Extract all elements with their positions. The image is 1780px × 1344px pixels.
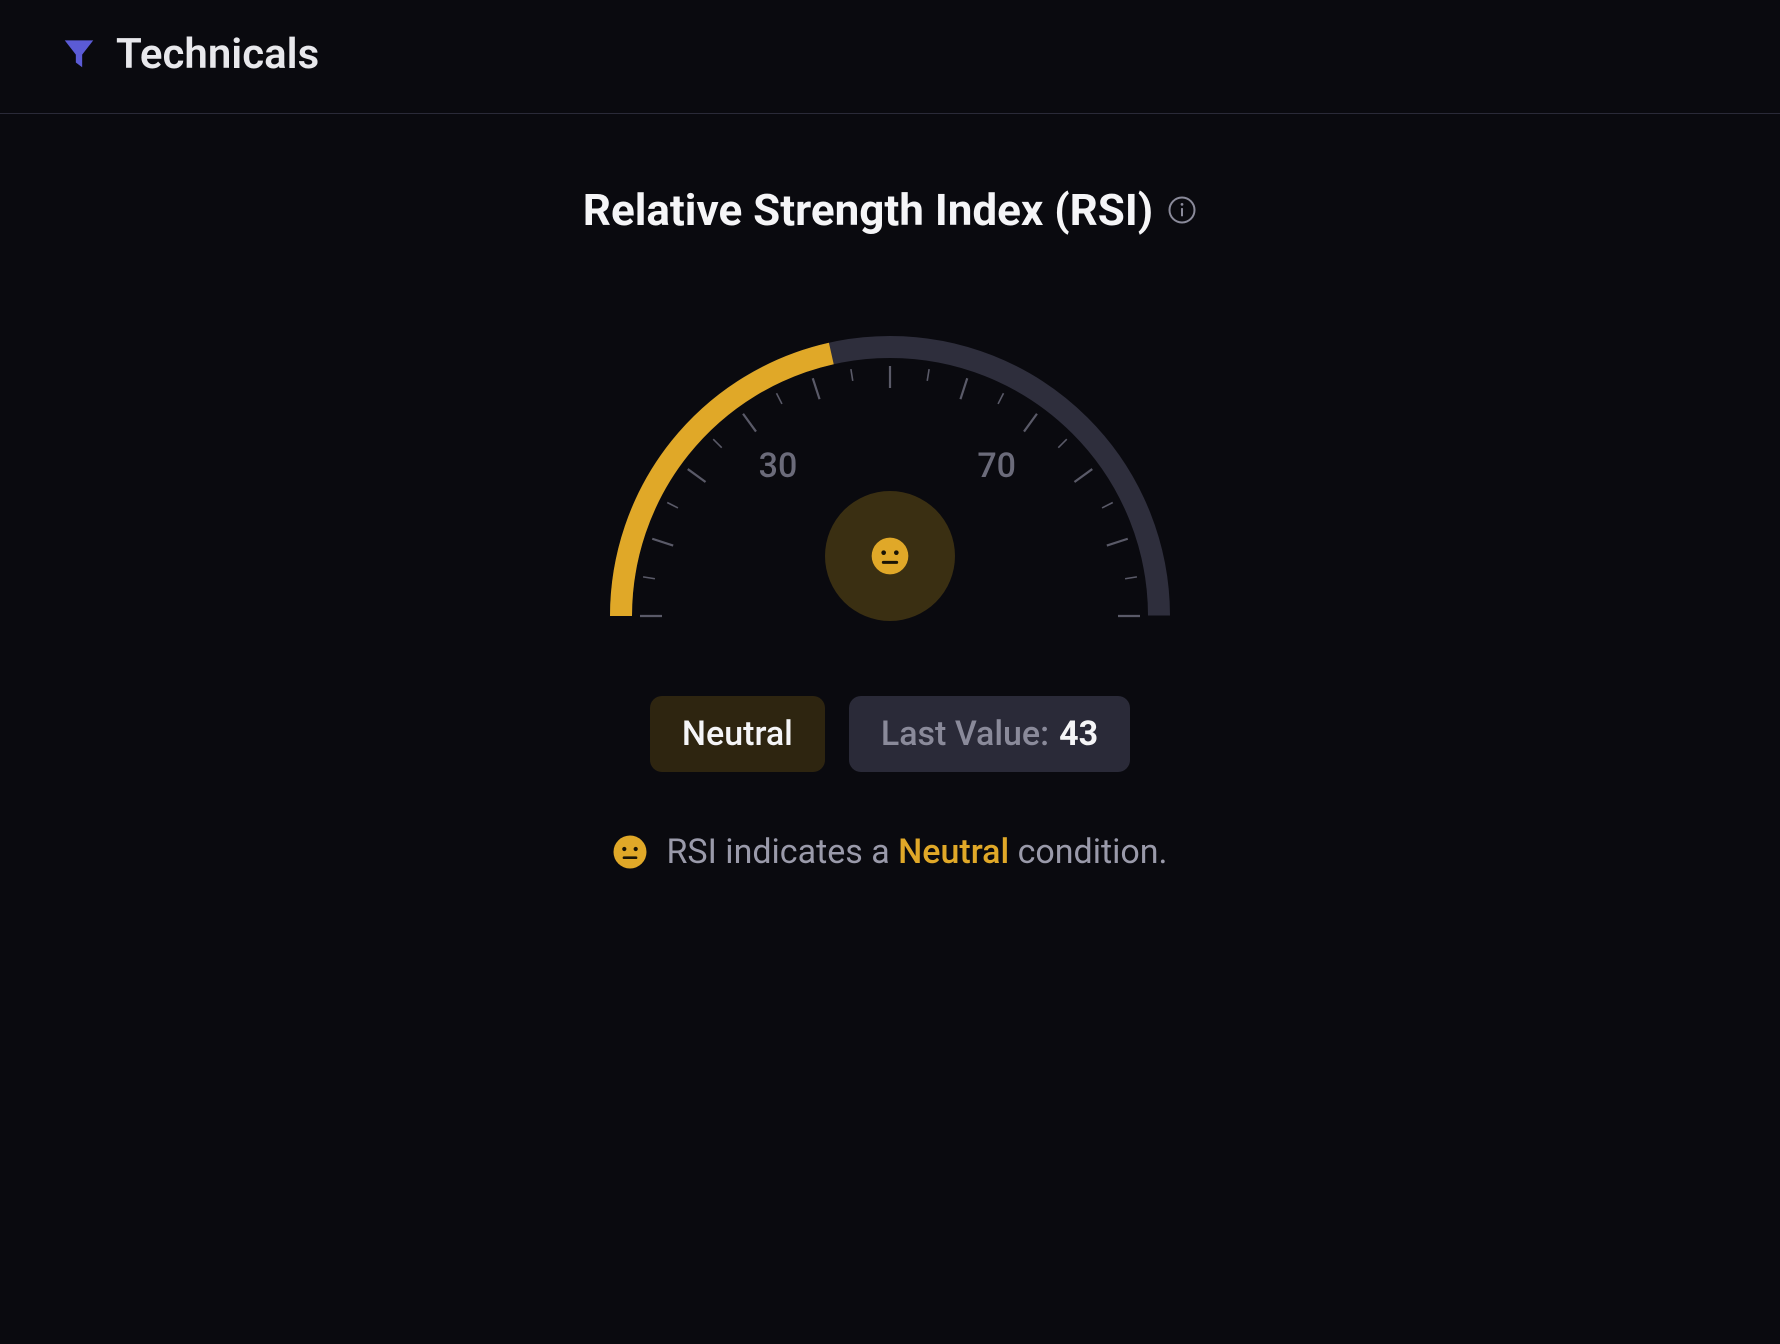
gauge-face xyxy=(825,491,955,621)
badge-row: Neutral Last Value: 43 xyxy=(650,696,1130,772)
neutral-face-icon xyxy=(870,536,910,576)
gauge-label-70: 70 xyxy=(977,446,1016,486)
page-header: Technicals xyxy=(0,0,1780,114)
main-panel: Relative Strength Index (RSI) 30 70 Neut… xyxy=(0,114,1780,912)
filter-icon xyxy=(60,34,98,76)
last-value-badge: Last Value: 43 xyxy=(849,696,1130,772)
gauge-label-30: 30 xyxy=(759,446,798,486)
rsi-gauge: 30 70 xyxy=(580,296,1200,636)
neutral-face-icon xyxy=(612,834,648,870)
summary-highlight: Neutral xyxy=(898,832,1009,872)
summary-prefix: RSI indicates a xyxy=(666,832,898,872)
last-value-number: 43 xyxy=(1059,714,1098,754)
summary-text: RSI indicates a Neutral condition. xyxy=(666,832,1167,872)
chart-title-row: Relative Strength Index (RSI) xyxy=(583,184,1197,236)
chart-title: Relative Strength Index (RSI) xyxy=(583,184,1153,236)
summary-line: RSI indicates a Neutral condition. xyxy=(612,832,1167,872)
summary-suffix: condition. xyxy=(1009,832,1167,872)
page-title: Technicals xyxy=(116,30,319,79)
last-value-label: Last Value: xyxy=(881,714,1049,754)
info-icon[interactable] xyxy=(1167,195,1197,225)
status-badge: Neutral xyxy=(650,696,825,772)
status-badge-text: Neutral xyxy=(682,714,793,754)
